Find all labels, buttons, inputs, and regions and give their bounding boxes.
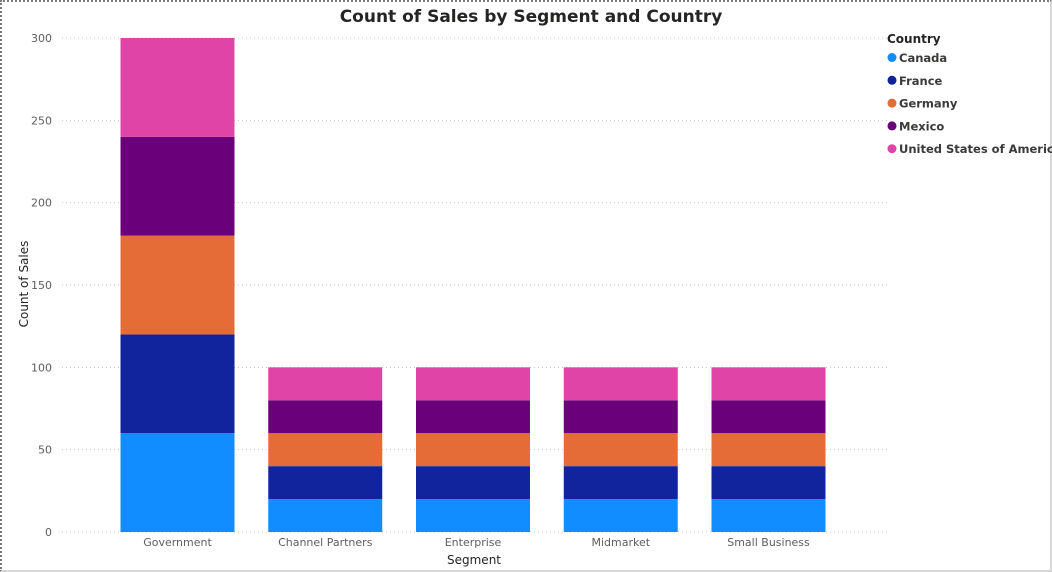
x-axis-title: Segment [447,553,501,567]
x-tick-label: Midmarket [591,536,650,549]
bar-segment [416,499,530,532]
x-tick-label: Small Business [727,536,810,549]
legend: Country Canada France Germany Mexico United … [887,32,1052,156]
legend-item-label: Germany [899,97,958,111]
legend-title: Country [887,32,941,46]
bar-segment [120,136,235,236]
bar-segment [268,400,383,434]
y-tick-label: 250 [31,114,52,127]
bar-segment [120,334,235,434]
legend-item-label: United States of America [899,142,1052,156]
bar-segment [711,400,826,434]
bar-segment [563,466,678,500]
x-tick-label: Channel Partners [278,536,373,549]
bar-segment [711,367,826,401]
bar-segment [120,235,235,335]
bar-segment [416,400,530,434]
y-tick-label: 200 [31,197,52,210]
bar-segment [268,367,383,401]
y-axis-title: Count of Sales [17,241,31,328]
y-tick-label: 100 [31,361,52,374]
bar-segment [120,433,235,532]
bar-segment [711,466,826,500]
bar-segment [416,367,530,401]
x-tick-label: Government [143,536,212,549]
bar-segment [563,499,678,532]
bars [120,38,826,532]
bar-segment [563,433,678,467]
legend-item-label: France [899,74,943,88]
y-axis-ticks: 0 50 100 150 200 250 300 [31,32,52,539]
bar-segment [268,433,383,467]
y-tick-label: 150 [31,279,52,292]
legend-marker [887,53,897,62]
legend-item-label: Canada [899,51,947,65]
legend-item-label: Mexico [899,119,944,133]
bar-segment [711,433,826,467]
x-axis-ticks: Government Channel Partners Enterprise Midm… [143,536,810,549]
bar-segment [563,367,678,401]
x-tick-label: Enterprise [445,536,502,549]
y-tick-label: 50 [38,444,52,457]
bar-segment [268,499,383,532]
legend-marker [887,144,897,154]
y-tick-label: 300 [31,32,52,45]
bar-segment [416,466,530,500]
bar-segment [563,400,678,434]
legend-marker [887,98,897,108]
y-tick-label: 0 [45,526,52,539]
bar-segment [120,38,235,137]
bar-segment [711,499,826,532]
legend-marker [887,75,897,85]
legend-marker [887,121,897,131]
bar-segment [268,466,383,500]
chart-title: Count of Sales by Segment and Country [340,7,723,27]
bar-segment [416,433,530,467]
